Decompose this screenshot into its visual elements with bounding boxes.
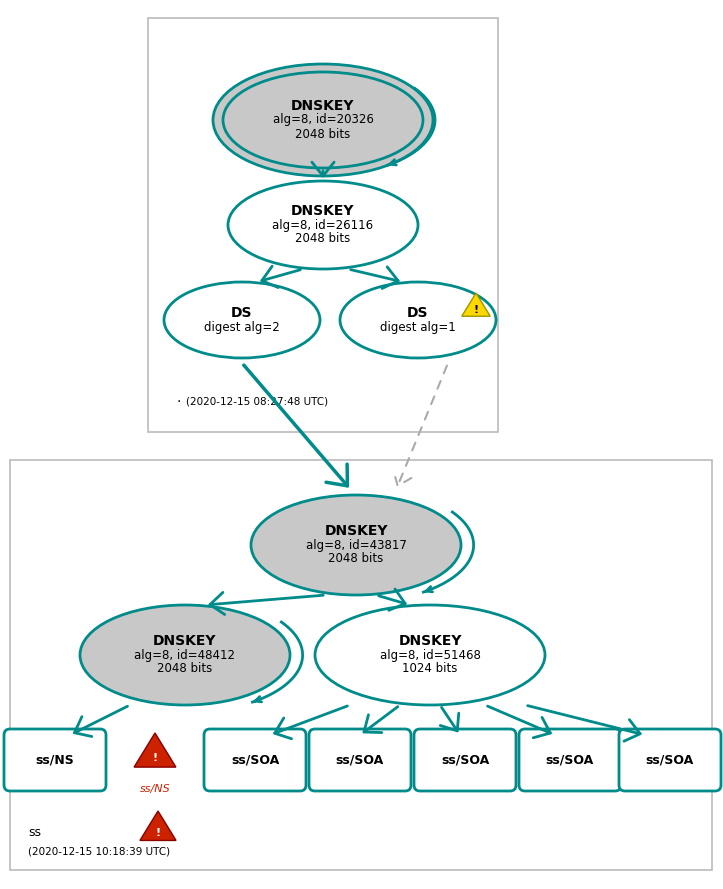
Text: ss/SOA: ss/SOA <box>646 754 694 766</box>
Text: alg=8, id=48412: alg=8, id=48412 <box>134 648 236 661</box>
Text: ·: · <box>176 395 180 409</box>
Text: 2048 bits: 2048 bits <box>328 552 384 565</box>
Text: ss/SOA: ss/SOA <box>546 754 594 766</box>
Text: 1024 bits: 1024 bits <box>402 662 458 676</box>
Text: 2048 bits: 2048 bits <box>296 127 351 140</box>
FancyBboxPatch shape <box>519 729 621 791</box>
Ellipse shape <box>251 495 461 595</box>
FancyBboxPatch shape <box>414 729 516 791</box>
Text: !: ! <box>155 828 161 837</box>
FancyBboxPatch shape <box>619 729 721 791</box>
Text: ss/SOA: ss/SOA <box>231 754 279 766</box>
Ellipse shape <box>340 282 496 358</box>
Text: digest alg=2: digest alg=2 <box>204 321 280 333</box>
Ellipse shape <box>315 605 545 705</box>
FancyBboxPatch shape <box>10 460 712 870</box>
Text: alg=8, id=20326: alg=8, id=20326 <box>273 114 374 126</box>
Text: DNSKEY: DNSKEY <box>291 99 355 113</box>
Text: DS: DS <box>407 306 429 320</box>
Text: ss/SOA: ss/SOA <box>336 754 384 766</box>
Text: 2048 bits: 2048 bits <box>158 662 213 676</box>
Text: DNSKEY: DNSKEY <box>324 524 388 538</box>
Ellipse shape <box>164 282 320 358</box>
Text: !: ! <box>474 305 479 316</box>
Text: ss/SOA: ss/SOA <box>441 754 489 766</box>
Text: DS: DS <box>231 306 253 320</box>
FancyBboxPatch shape <box>148 18 498 432</box>
FancyBboxPatch shape <box>309 729 411 791</box>
Polygon shape <box>462 293 490 316</box>
Text: ss: ss <box>28 826 41 838</box>
Text: 2048 bits: 2048 bits <box>296 233 351 245</box>
Text: ss/NS: ss/NS <box>140 784 171 794</box>
Ellipse shape <box>228 181 418 269</box>
Text: DNSKEY: DNSKEY <box>398 634 462 648</box>
Ellipse shape <box>223 72 423 168</box>
Polygon shape <box>140 811 176 840</box>
Text: ss/NS: ss/NS <box>35 754 74 766</box>
Text: (2020-12-15 08:27:48 UTC): (2020-12-15 08:27:48 UTC) <box>186 397 328 407</box>
Text: digest alg=1: digest alg=1 <box>380 321 456 333</box>
Text: (2020-12-15 10:18:39 UTC): (2020-12-15 10:18:39 UTC) <box>28 847 170 857</box>
Ellipse shape <box>213 64 433 176</box>
Text: alg=8, id=26116: alg=8, id=26116 <box>273 219 374 231</box>
Text: alg=8, id=43817: alg=8, id=43817 <box>306 539 406 551</box>
Text: alg=8, id=51468: alg=8, id=51468 <box>380 648 481 661</box>
Text: !: ! <box>153 753 158 764</box>
Text: DNSKEY: DNSKEY <box>291 204 355 218</box>
FancyBboxPatch shape <box>4 729 106 791</box>
Polygon shape <box>134 733 176 767</box>
FancyBboxPatch shape <box>204 729 306 791</box>
Text: DNSKEY: DNSKEY <box>153 634 217 648</box>
Ellipse shape <box>80 605 290 705</box>
